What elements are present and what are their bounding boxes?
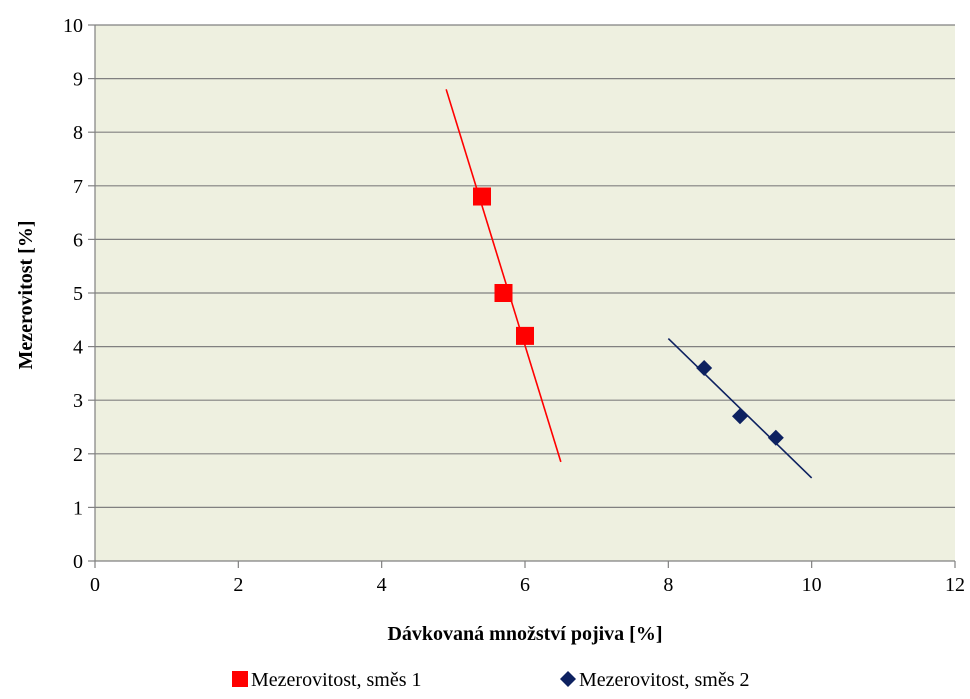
x-tick-label: 4 [377,574,387,596]
data-point-series-1 [494,284,513,302]
x-tick-label: 0 [90,574,100,596]
legend-marker [232,671,248,687]
legend-marker [560,671,576,687]
y-tick-label: 3 [73,390,83,412]
legend: Mezerovitost, směs 1 Mezerovitost, směs 2 [232,669,750,691]
y-tick-label: 5 [73,283,83,305]
axes [94,25,955,562]
x-tick-label: 12 [945,574,965,596]
legend-item-series-1: Mezerovitost, směs 1 [232,669,422,691]
x-tick-label: 8 [663,574,673,596]
y-tick-label: 7 [73,176,83,198]
y-tick-label: 9 [73,69,83,91]
legend-item-series-2: Mezerovitost, směs 2 [560,669,750,691]
trendlines [445,89,813,479]
data-point-series-2 [732,408,748,425]
data-point-series-2 [767,429,784,446]
x-tick-label: 2 [233,574,243,596]
x-tick-label: 10 [802,574,822,596]
trendline-series-2 [667,337,813,479]
gridlines [88,24,956,568]
x-axis-title: Dávkovaná množství pojiva [%] [387,623,662,645]
y-tick-label: 4 [73,337,83,359]
y-tick-label: 1 [73,497,83,519]
data-point-series-1 [516,326,534,345]
y-axis-title: Mezerovitost [%] [15,220,37,369]
data-points [473,187,784,446]
y-tick-label: 2 [73,444,83,466]
y-tick-label: 0 [73,551,83,573]
y-tick-label: 6 [73,229,83,251]
x-tick-label: 6 [520,574,530,596]
data-point-series-2 [696,360,713,377]
trendline-series-1 [445,89,562,463]
y-tick-labels: 0 1 2 3 4 5 6 7 8 9 10 [63,15,83,573]
legend-label: Mezerovitost, směs 1 [251,669,422,691]
legend-label: Mezerovitost, směs 2 [579,669,750,691]
x-tick-labels: 0 2 4 6 8 10 12 [90,574,965,596]
y-tick-label: 10 [63,15,83,37]
data-point-series-1 [473,187,491,206]
y-tick-label: 8 [73,122,83,144]
